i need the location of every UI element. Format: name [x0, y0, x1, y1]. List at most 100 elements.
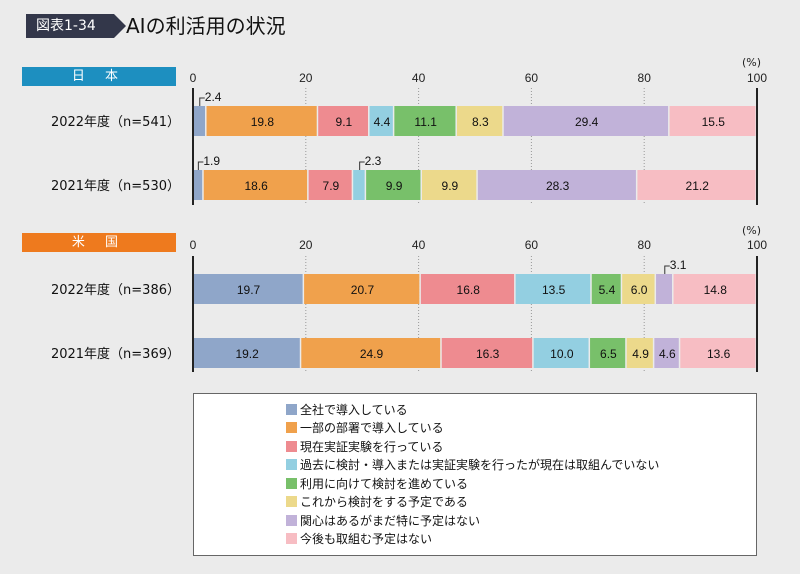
- x-tick-label: 0: [190, 71, 197, 85]
- bar-segment: [203, 170, 308, 200]
- category-label: 2022年度（n=541）: [51, 114, 180, 130]
- legend-swatch: [286, 533, 297, 545]
- data-label: 4.6: [659, 347, 676, 361]
- x-tick-label: 80: [638, 71, 652, 85]
- panel-label-japan: 日 本: [22, 67, 176, 86]
- bar-segment: [680, 338, 756, 368]
- data-label: 5.4: [599, 283, 616, 297]
- bar-segment: [626, 338, 653, 368]
- data-label: 10.0: [550, 347, 574, 361]
- bar-segment: [308, 170, 352, 200]
- legend: 全社で導入している一部の部署で導入している 現在実証実験を行っている過去に検討・導…: [193, 393, 757, 556]
- data-label: 20.7: [351, 283, 375, 297]
- data-label: 6.0: [631, 283, 648, 297]
- bar-segment: [654, 338, 679, 368]
- bar-segment: [301, 338, 441, 368]
- x-tick-label: 0: [190, 238, 197, 252]
- data-label: 8.3: [472, 115, 489, 129]
- bar-segment: [193, 274, 303, 304]
- bar-segment: [318, 106, 369, 136]
- x-tick-label: 100: [747, 71, 767, 85]
- callout-line: [359, 161, 365, 170]
- data-label: 21.2: [686, 179, 710, 193]
- x-tick-label: 20: [299, 238, 313, 252]
- legend-swatch: [286, 422, 297, 434]
- data-label: 3.1: [670, 258, 687, 272]
- legend-item: 過去に検討・導入または実証実験を行ったが現在は取組んでいない: [286, 456, 756, 475]
- data-label: 19.2: [235, 347, 259, 361]
- legend-swatch: [286, 459, 297, 471]
- data-label: 11.1: [414, 115, 437, 129]
- data-label: 16.8: [457, 283, 481, 297]
- bar-segment: [193, 338, 300, 368]
- callout-line: [197, 161, 204, 170]
- data-label: 4.9: [632, 347, 649, 361]
- bar-segment: [353, 170, 365, 200]
- x-tick-label: 60: [525, 71, 539, 85]
- bar-segment: [366, 170, 421, 200]
- data-label: 9.9: [386, 179, 403, 193]
- data-label: 19.7: [237, 283, 261, 297]
- legend-label: 一部の部署で導入している: [300, 421, 444, 436]
- callout-line: [664, 265, 670, 274]
- legend-item: これから検討をする予定である: [286, 493, 756, 512]
- bar-segment: [477, 170, 636, 200]
- bar-segment: [503, 106, 669, 136]
- bar-segment: [591, 274, 621, 304]
- category-label: 2022年度（n=386）: [51, 282, 180, 298]
- bar-segment: [420, 274, 515, 304]
- x-tick-label: 80: [638, 238, 652, 252]
- panel-label-us: 米 国: [22, 233, 176, 252]
- legend-swatch: [286, 514, 297, 526]
- bar-segment: [193, 170, 203, 200]
- figure-number-badge: 図表1-34: [26, 14, 126, 38]
- x-tick-label: 40: [412, 238, 426, 252]
- bar-segment: [394, 106, 456, 136]
- data-label: 18.6: [244, 179, 268, 193]
- legend-item: 今後も取組む予定はない: [286, 530, 756, 549]
- x-tick-label: 40: [412, 71, 426, 85]
- legend-item: 全社で導入している: [286, 400, 756, 419]
- bar-segment: [456, 106, 503, 136]
- legend-label: 過去に検討・導入または実証実験を行ったが現在は取組んでいない: [300, 458, 660, 473]
- data-label: 6.5: [600, 347, 617, 361]
- category-label: 2021年度（n=369）: [51, 346, 180, 362]
- bar-segment: [590, 338, 626, 368]
- bar-segment: [656, 274, 673, 304]
- data-label: 15.5: [702, 115, 726, 129]
- legend-label: これから検討をする予定である: [300, 495, 468, 510]
- data-label: 16.3: [476, 347, 500, 361]
- data-label: 24.9: [360, 347, 384, 361]
- data-label: 29.4: [575, 115, 599, 129]
- legend-label: 今後も取組む予定はない: [300, 532, 433, 547]
- data-label: 13.6: [707, 347, 731, 361]
- data-label: 2.3: [365, 154, 382, 168]
- bar-segment: [206, 106, 317, 136]
- legend-swatch: [286, 496, 297, 508]
- unit-label: (%): [742, 56, 761, 69]
- legend-label: 全社で導入している: [300, 402, 408, 417]
- legend-swatch: [286, 403, 297, 415]
- x-tick-label: 20: [299, 71, 313, 85]
- bar-segment: [669, 106, 756, 136]
- data-label: 9.9: [442, 179, 459, 193]
- data-label: 4.4: [374, 115, 391, 129]
- data-label: 7.9: [323, 179, 340, 193]
- unit-label: (%): [742, 224, 761, 237]
- legend-item: 一部の部署で導入している: [286, 419, 756, 438]
- data-label: 19.8: [251, 115, 275, 129]
- x-tick-label: 60: [525, 238, 539, 252]
- bar-segment: [533, 338, 589, 368]
- legend-label: 現在実証実験を行っている: [300, 439, 444, 454]
- callout-line: [199, 97, 205, 106]
- bar-segment: [673, 274, 756, 304]
- legend-label: 関心はあるがまだ特に予定はない: [300, 513, 481, 528]
- data-label: 2.4: [205, 90, 222, 104]
- chart-title: AIの利活用の状況: [126, 14, 286, 38]
- data-label: 1.9: [203, 154, 220, 168]
- x-tick-label: 100: [747, 238, 767, 252]
- bar-segment: [441, 338, 533, 368]
- legend-swatch: [286, 440, 297, 452]
- data-label: 13.5: [542, 283, 566, 297]
